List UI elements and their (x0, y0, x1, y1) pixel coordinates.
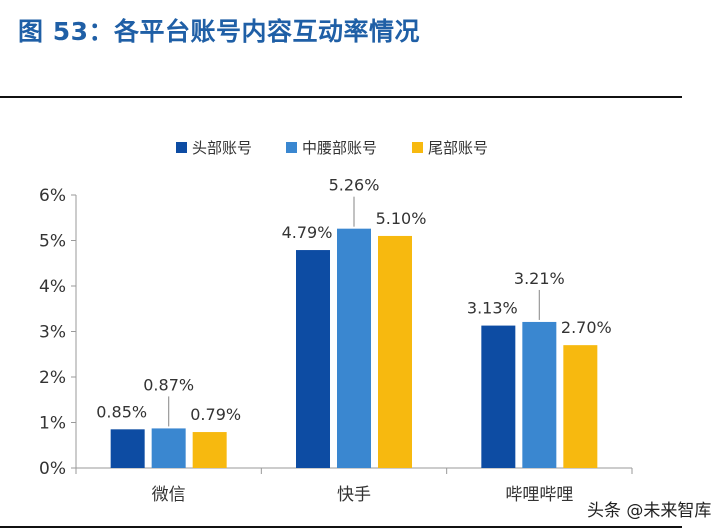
legend-label-1: 头部账号 (192, 139, 252, 157)
bar-3-3 (563, 345, 598, 468)
y-tick-label: 2% (39, 368, 66, 388)
data-label: 5.26% (329, 176, 380, 195)
x-tick-label: 快手 (337, 485, 371, 505)
bar-1-1 (110, 429, 145, 468)
x-tick-label: 微信 (152, 485, 186, 505)
data-label: 2.70% (561, 318, 612, 337)
watermark: 头条 @未来智库 (587, 501, 712, 521)
y-tick-label: 0% (39, 459, 66, 479)
legend-swatch-3 (412, 142, 423, 153)
legend-swatch-2 (286, 142, 297, 153)
x-tick-label: 哔哩哔哩 (505, 485, 573, 505)
y-tick-label: 3% (39, 323, 66, 343)
data-label: 0.85% (96, 402, 147, 421)
bar-2-1 (296, 250, 330, 468)
data-label: 3.21% (514, 269, 565, 288)
legend-label-2: 中腰部账号 (302, 139, 377, 157)
legend-label-3: 尾部账号 (428, 139, 488, 157)
data-label: 0.87% (143, 375, 194, 394)
y-tick-label: 5% (39, 232, 66, 252)
bar-2-3 (378, 235, 412, 468)
bar-1-2 (151, 428, 186, 468)
data-label: 4.79% (282, 223, 333, 242)
legend-swatch-1 (176, 142, 187, 153)
bottom-rule (0, 526, 682, 528)
y-tick-label: 6% (39, 186, 66, 206)
bar-3-2 (522, 321, 557, 468)
bar-1-3 (192, 432, 227, 468)
bar-2-2 (337, 228, 371, 468)
data-label: 0.79% (190, 405, 241, 424)
y-tick-label: 1% (39, 414, 66, 434)
data-label: 5.10% (376, 209, 427, 228)
data-label: 3.13% (467, 299, 518, 318)
figure-title: 图 53：各平台账号内容互动率情况 (18, 17, 420, 46)
bar-3-1 (481, 325, 516, 468)
y-tick-label: 4% (39, 277, 66, 297)
top-rule (0, 96, 682, 98)
